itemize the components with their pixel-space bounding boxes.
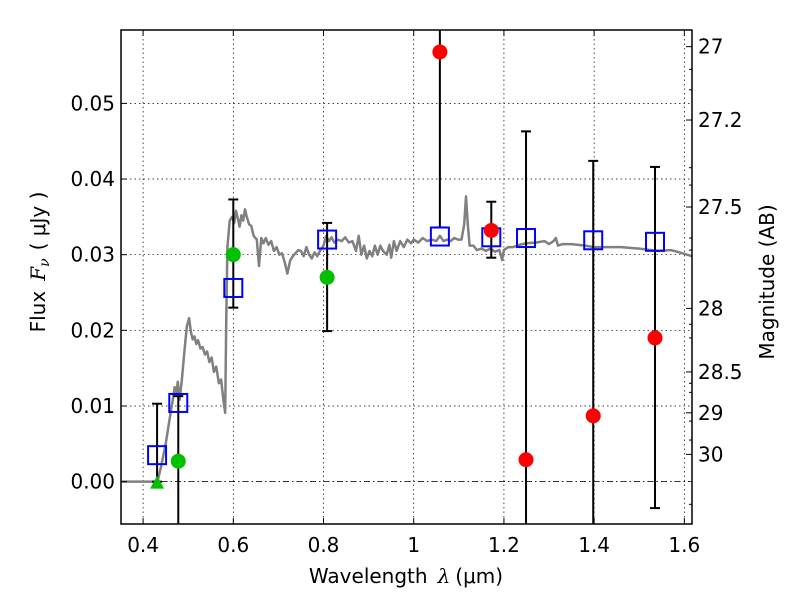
green-data-point [170,453,186,469]
green-triangle-point [150,475,165,489]
model-photometry-square [429,226,450,247]
model-photometry-square [516,228,537,249]
green-data-point [225,247,241,263]
red-data-point [585,408,601,424]
x-tick-label: 1 [407,533,420,557]
red-data-point [647,330,663,346]
y-axis-title: FluxFν( μJy ) [26,192,53,333]
model-photometry-square [645,231,666,252]
markers [147,44,666,489]
plot-frame [120,29,693,525]
red-data-point [518,452,534,468]
x-tick-labels: 0.4 0.6 0.8 1 1.2 1.4 1.6 [127,533,700,557]
spectrum-line [121,195,693,483]
y-tick-label: 0.00 [70,470,115,494]
green-data-point [319,269,335,285]
y2-tick-label: 27 [698,35,723,59]
red-data-point [483,222,499,238]
y-tick-label: 0.04 [70,167,115,191]
y-tick-label: 0.02 [70,318,115,342]
y-tick-label: 0.01 [70,394,115,418]
x-tick-label: 1.6 [668,533,700,557]
x-axis-title: Wavelength λ (μm) [309,564,503,588]
y2-tick-label: 28.5 [698,360,743,384]
model-photometry-square [317,229,338,250]
y-tick-label: 0.03 [70,243,115,267]
model-photometry-square [583,230,604,251]
model-photometry-square [223,277,244,298]
model-photometry-square [147,445,168,466]
y-tick-label: 0.05 [70,91,115,115]
y-tick-labels: 0.00 0.01 0.02 0.03 0.04 0.05 [70,91,115,493]
ticks [121,30,692,524]
y2-tick-labels: 27 27.2 27.5 28 28.5 29 30 [698,35,743,467]
y2-tick-label: 29 [698,401,723,425]
x-tick-label: 0.4 [127,533,159,557]
model-photometry-square [168,392,189,413]
y2-tick-label: 27.5 [698,195,743,219]
y2-tick-label: 30 [698,442,723,466]
y2-tick-label: 27.2 [698,108,743,132]
y2-axis-title: Magnitude (AB) [755,204,779,359]
x-tick-label: 0.6 [217,533,249,557]
y2-tick-label: 28 [698,296,723,320]
x-tick-label: 1.4 [578,533,610,557]
model-spectrum [121,195,693,483]
red-data-point [432,44,448,60]
x-tick-label: 1.2 [488,533,520,557]
x-tick-label: 0.8 [308,533,340,557]
